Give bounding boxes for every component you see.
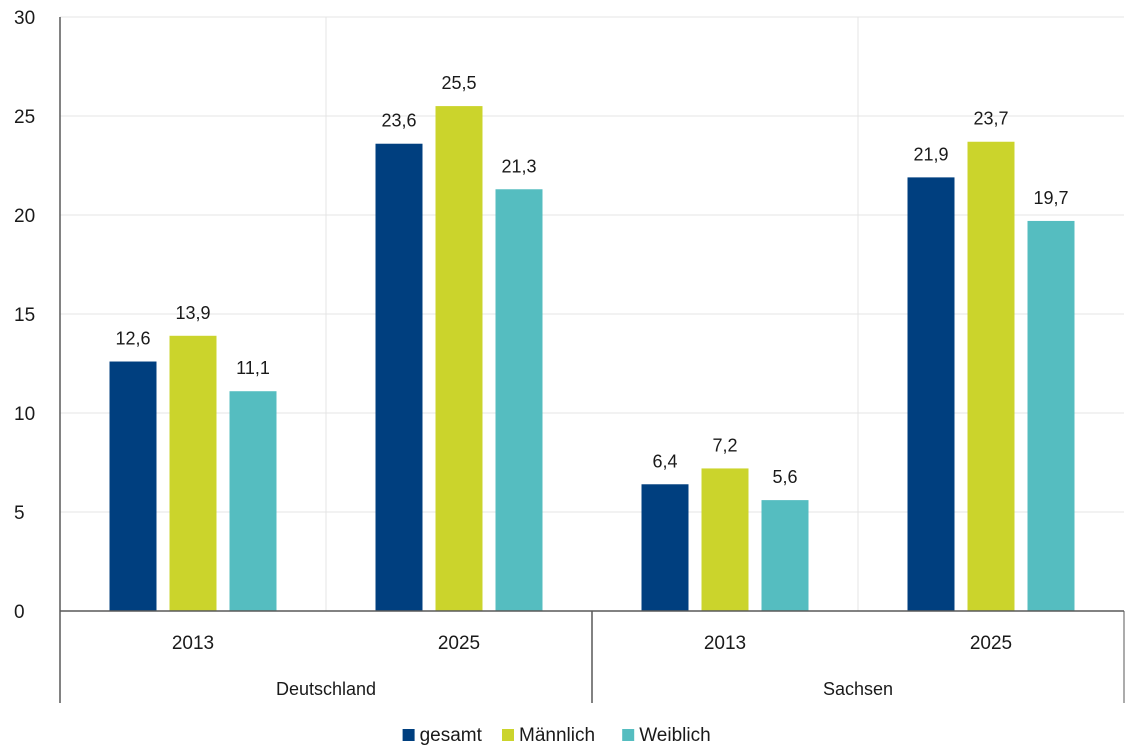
y-tick-label: 0 [14,602,25,623]
data-label: 19,7 [1033,188,1068,208]
bar-gesamt [109,361,157,611]
y-tick-label: 10 [14,404,35,425]
bar-männlich [435,106,483,611]
bar-weiblich [1027,220,1075,611]
bar-männlich [169,335,217,611]
bars [109,106,1075,612]
gridlines [60,16,1124,611]
x-category-label: 2025 [438,633,480,654]
data-label: 12,6 [115,329,150,349]
y-tick-label: 5 [14,503,25,524]
data-label: 7,2 [712,435,737,455]
x-category-label: 2013 [704,633,746,654]
data-label: 21,9 [913,144,948,164]
bar-weiblich [495,189,543,611]
axes [59,17,1125,703]
legend: gesamt Männlich Weiblich [402,725,711,746]
bar-männlich [967,141,1015,612]
legend-label: Männlich [519,725,595,746]
legend-swatch-gesamt [402,729,415,741]
y-tick-label: 20 [14,206,35,227]
data-label: 25,5 [441,73,476,93]
x-axis-categories: 2013 2025 2013 2025 Deutschland Sachsen [172,633,1012,699]
legend-swatch-männlich [502,729,514,741]
data-label: 23,6 [381,111,416,131]
data-label: 23,7 [973,109,1008,129]
y-tick-label: 30 [14,8,35,29]
bar-weiblich [229,391,277,611]
bar-gesamt [907,177,955,611]
bar-gesamt [375,143,423,611]
data-label: 5,6 [772,467,797,487]
data-label: 21,3 [501,156,536,176]
data-label: 11,1 [236,358,270,378]
x-group-label: Sachsen [823,679,893,699]
legend-label: gesamt [420,725,483,746]
bar-gesamt [641,484,689,611]
y-axis-ticks: 0 5 10 15 20 25 30 [14,8,35,623]
legend-label: Weiblich [639,725,710,746]
data-label: 6,4 [652,451,677,471]
data-labels: 12,6 13,9 11,1 23,6 25,5 21,3 6,4 7,2 5,6 21,9 23,… [115,73,1068,487]
y-tick-label: 25 [14,107,35,128]
bar-männlich [701,468,749,611]
bar-weiblich [761,500,809,611]
y-tick-label: 15 [14,305,35,326]
x-category-label: 2025 [970,633,1012,654]
legend-swatch-weiblich [622,729,635,741]
x-category-label: 2013 [172,633,214,654]
x-group-label: Deutschland [276,679,376,699]
data-label: 13,9 [175,303,210,323]
